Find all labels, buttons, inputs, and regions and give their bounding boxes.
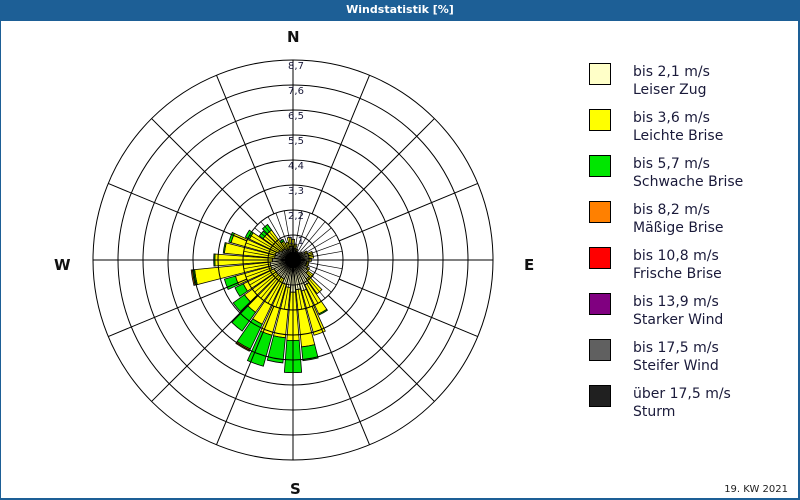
legend-swatch xyxy=(589,201,611,223)
grid-spoke xyxy=(216,306,275,445)
grid-spoke xyxy=(292,221,326,261)
grid-spoke xyxy=(283,259,294,310)
legend-speed-label: bis 3,6 m/s xyxy=(633,110,710,126)
legend-swatch xyxy=(589,63,611,85)
compass-north-label: N xyxy=(287,28,300,46)
legend-description-label: Leiser Zug xyxy=(633,82,707,98)
chart-title: Windstatistik [%] xyxy=(346,3,454,16)
radial-tick-label: 7,6 xyxy=(288,86,304,97)
grid-spoke xyxy=(292,234,337,261)
wind-sector-segment xyxy=(246,330,273,367)
grid-spoke xyxy=(292,259,332,293)
grid-spoke xyxy=(267,216,294,261)
legend-speed-label: über 17,5 m/s xyxy=(633,386,731,402)
grid-spoke xyxy=(292,259,303,310)
week-label: 19. KW 2021 xyxy=(724,484,788,495)
grid-spoke xyxy=(292,259,311,308)
radial-tick-label: 6,5 xyxy=(288,111,304,122)
grid-spoke xyxy=(275,212,294,261)
legend-description-label: Leichte Brise xyxy=(633,128,724,144)
grid-spoke xyxy=(260,259,294,299)
grid-spoke xyxy=(245,242,294,261)
legend-description-label: Starker Wind xyxy=(633,312,724,328)
wind-sector-segment xyxy=(266,335,286,364)
wind-sector-segment xyxy=(232,294,251,313)
grid-spoke xyxy=(108,183,247,242)
wind-sector-segment xyxy=(234,283,249,297)
grid-spoke xyxy=(283,210,294,261)
grid-spoke xyxy=(249,234,294,261)
legend-description-label: Mäßige Brise xyxy=(633,220,724,236)
grid-spoke xyxy=(216,75,275,214)
chart-panel: 1,1 2,2 3,3 4,4 5,5 6,5 7,6 8,7 N E S W bis 2,1… xyxy=(1,21,798,498)
radial-tick-label: 5,5 xyxy=(288,136,304,147)
wind-sector-segment xyxy=(223,275,240,290)
grid-spoke xyxy=(292,259,337,286)
grid-spoke xyxy=(151,118,258,225)
wind-rose-chart: 1,1 2,2 3,3 4,4 5,5 6,5 7,6 8,7 xyxy=(92,59,494,461)
grid-spoke xyxy=(339,183,478,242)
grid-spoke xyxy=(243,250,294,261)
grid-spoke xyxy=(292,210,303,261)
legend-speed-label: bis 8,2 m/s xyxy=(633,202,710,218)
radial-tick-label: 3,3 xyxy=(288,186,304,197)
grid-spoke xyxy=(292,259,341,278)
legend-swatch xyxy=(589,339,611,361)
grid-spoke xyxy=(339,278,478,337)
radial-tick-label: 2,2 xyxy=(288,211,304,222)
grid-spoke xyxy=(292,259,326,299)
legend-speed-label: bis 5,7 m/s xyxy=(633,156,710,172)
grid-spoke xyxy=(311,306,370,445)
radial-tick-label: 8,7 xyxy=(288,61,304,72)
legend-description-label: Frische Brise xyxy=(633,266,722,282)
grid-spoke xyxy=(311,75,370,214)
wind-sector-segment xyxy=(190,269,196,286)
wind-sector-segment xyxy=(301,344,319,362)
grid-spoke xyxy=(292,227,332,261)
legend-speed-label: bis 17,5 m/s xyxy=(633,340,719,356)
grid-spoke xyxy=(275,259,294,308)
grid-spoke xyxy=(292,242,341,261)
legend-swatch xyxy=(589,385,611,407)
grid-spoke xyxy=(292,250,343,261)
grid-spoke xyxy=(292,212,311,261)
grid-spoke xyxy=(245,259,294,278)
radial-tick-label: 1,1 xyxy=(288,236,304,247)
legend-speed-label: bis 2,1 m/s xyxy=(633,64,710,80)
grid-spoke xyxy=(292,216,319,261)
grid-spoke xyxy=(254,259,294,293)
grid-spoke xyxy=(260,221,294,261)
compass-west-label: W xyxy=(54,256,71,274)
grid-spoke xyxy=(328,118,435,225)
grid-spoke xyxy=(108,278,247,337)
legend-speed-label: bis 10,8 m/s xyxy=(633,248,719,264)
legend-speed-label: bis 13,9 m/s xyxy=(633,294,719,310)
legend-description-label: Sturm xyxy=(633,404,676,420)
grid-spoke xyxy=(249,259,294,286)
wind-sector-segment xyxy=(222,242,227,254)
grid-spoke xyxy=(292,259,343,270)
grid-spoke xyxy=(267,259,294,304)
compass-east-label: E xyxy=(524,256,535,274)
legend-description-label: Schwache Brise xyxy=(633,174,744,190)
grid-spoke xyxy=(292,259,319,304)
compass-south-label: S xyxy=(290,480,301,498)
grid-spoke xyxy=(254,227,294,261)
wind-sector-segment xyxy=(318,308,328,316)
grid-spoke xyxy=(243,259,294,270)
grid-spoke xyxy=(328,295,435,402)
grid-spoke xyxy=(151,295,258,402)
legend-description-label: Steifer Wind xyxy=(633,358,719,374)
legend-swatch xyxy=(589,109,611,131)
legend-swatch xyxy=(589,293,611,315)
legend-swatch xyxy=(589,155,611,177)
wind-sector-segment xyxy=(231,305,257,332)
legend-swatch xyxy=(589,247,611,269)
radial-tick-label: 4,4 xyxy=(288,161,304,172)
